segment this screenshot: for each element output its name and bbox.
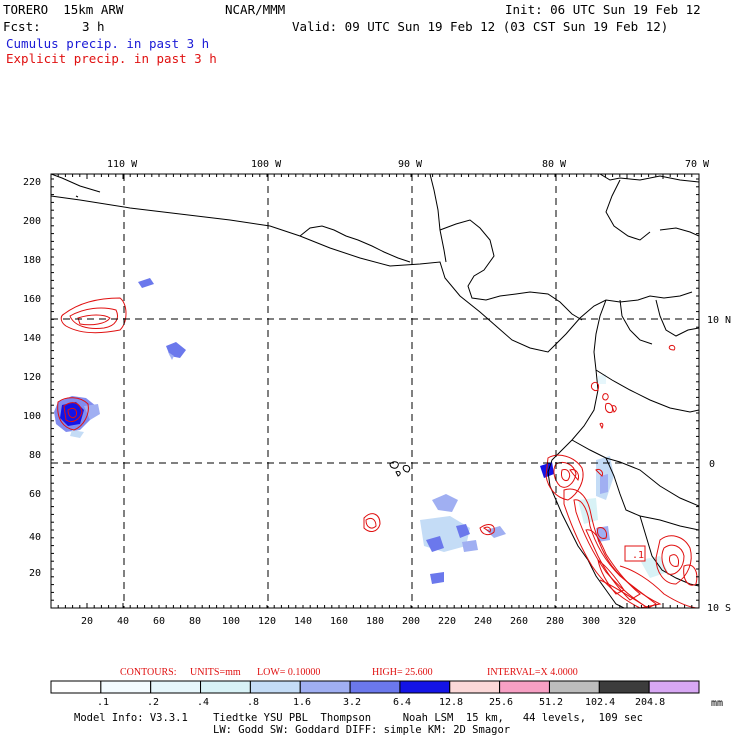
- colorbar-swatch: [598, 680, 650, 694]
- coastlines: [51, 174, 699, 608]
- colorbar-label: .4: [197, 697, 209, 708]
- colorbar-swatch: [100, 680, 152, 694]
- colorbar-swatch: [349, 680, 401, 694]
- colorbar-swatch: [249, 680, 301, 694]
- y-tick-label: 160: [23, 294, 41, 305]
- y-tick-label: 200: [23, 216, 41, 227]
- model-info-line1: Model Info: V3.3.1 Tiedtke YSU PBL Thomp…: [74, 712, 643, 724]
- contours-heading: CONTOURS:: [120, 667, 177, 678]
- lat-label-10n: 10 N: [707, 315, 731, 326]
- contour-label: .1: [632, 550, 644, 561]
- org-label: NCAR/MMM: [225, 2, 286, 17]
- x-grid-labels: 20 40 60 80 100 120 140 160 180 200 220 …: [81, 616, 636, 627]
- colorbar-label: 204.8: [635, 697, 665, 708]
- map-frame: [50, 173, 700, 609]
- colorbar-swatch: [499, 680, 550, 694]
- y-tick-label: 220: [23, 177, 41, 188]
- axis-ticks: [50, 174, 699, 609]
- y-tick-label: 180: [23, 255, 41, 266]
- colorbar-unit: mm: [711, 698, 723, 709]
- lon-label-90w: 90 W: [398, 159, 423, 170]
- y-tick-label: 140: [23, 333, 41, 344]
- field-cumulus-label: Cumulus precip. in past 3 h: [6, 36, 210, 51]
- colorbar-swatch: [50, 680, 102, 694]
- contours-high: HIGH= 25.600: [372, 667, 433, 678]
- x-tick-label: 220: [438, 616, 456, 627]
- colorbar-label: 51.2: [539, 697, 563, 708]
- contours-units: UNITS=mm: [190, 667, 241, 678]
- x-tick-label: 240: [474, 616, 492, 627]
- y-tick-label: 80: [29, 450, 41, 461]
- x-tick-label: 260: [510, 616, 528, 627]
- valid-time: Valid: 09 UTC Sun 19 Feb 12 (03 CST Sun …: [292, 19, 669, 34]
- colorbar-swatch: [299, 680, 351, 694]
- x-tick-label: 320: [618, 616, 636, 627]
- colorbar-label: 6.4: [393, 697, 411, 708]
- lon-label-100w: 100 W: [251, 159, 282, 170]
- colorbar-labels: .1 .2 .4 .8 1.6 3.2 6.4 12.8 25.6 51.2 1…: [97, 697, 723, 709]
- lat-label-10s: 10 S: [707, 603, 731, 614]
- y-tick-label: 100: [23, 411, 41, 422]
- colorbar-label: 12.8: [439, 697, 463, 708]
- lon-label-70w: 70 W: [685, 159, 710, 170]
- colorbar-label: 102.4: [585, 697, 615, 708]
- colorbar-label: .8: [247, 697, 259, 708]
- x-tick-label: 140: [294, 616, 312, 627]
- contours-interval: INTERVAL=X 4.0000: [487, 667, 578, 678]
- y-tick-label: 60: [29, 489, 41, 500]
- contour-label-box: [624, 545, 646, 562]
- colorbar-swatch: [548, 680, 600, 694]
- x-tick-label: 200: [402, 616, 420, 627]
- x-tick-label: 100: [222, 616, 240, 627]
- colorbar-label: 25.6: [489, 697, 513, 708]
- field-explicit-label: Explicit precip. in past 3 h: [6, 51, 217, 66]
- colorbar-label: 3.2: [343, 697, 361, 708]
- cumulus-precip-areas: [54, 278, 668, 584]
- y-tick-label: 120: [23, 372, 41, 383]
- x-tick-label: 180: [366, 616, 384, 627]
- model-info-line2: LW: Godd SW: Goddard DIFF: simple KM: 2D…: [213, 724, 511, 736]
- lon-label-80w: 80 W: [542, 159, 567, 170]
- explicit-precip-contours: [57, 297, 699, 608]
- y-grid-labels: 20 40 60 80 100 120 140 160 180 200 220: [23, 177, 41, 579]
- x-tick-label: 40: [117, 616, 129, 627]
- y-tick-label: 20: [29, 568, 41, 579]
- forecast-label: Fcst:: [3, 19, 41, 34]
- colorbar-label: .2: [147, 697, 159, 708]
- x-tick-label: 120: [258, 616, 276, 627]
- x-tick-label: 80: [189, 616, 201, 627]
- colorbar-label: 1.6: [293, 697, 311, 708]
- forecast-hour: 3 h: [82, 19, 105, 34]
- y-tick-label: 40: [29, 532, 41, 543]
- colorbar-swatch: [399, 680, 451, 694]
- lon-label-110w: 110 W: [107, 159, 138, 170]
- init-time: Init: 06 UTC Sun 19 Feb 12: [505, 2, 701, 17]
- lat-lon-grid: [51, 174, 699, 608]
- colorbar-swatch: [200, 680, 251, 694]
- colorbar-swatch: [449, 680, 501, 694]
- lat-label-0: 0: [709, 459, 715, 470]
- colorbar-label: .1: [97, 697, 109, 708]
- x-tick-label: 300: [582, 616, 600, 627]
- x-tick-label: 160: [330, 616, 348, 627]
- contours-low: LOW= 0.10000: [257, 667, 321, 678]
- model-title: TORERO 15km ARW: [3, 2, 124, 17]
- x-tick-label: 20: [81, 616, 93, 627]
- x-tick-label: 60: [153, 616, 165, 627]
- x-tick-label: 280: [546, 616, 564, 627]
- colorbar-swatch: [648, 680, 700, 694]
- colorbar-swatch: [150, 680, 202, 694]
- colorbar: [50, 680, 700, 694]
